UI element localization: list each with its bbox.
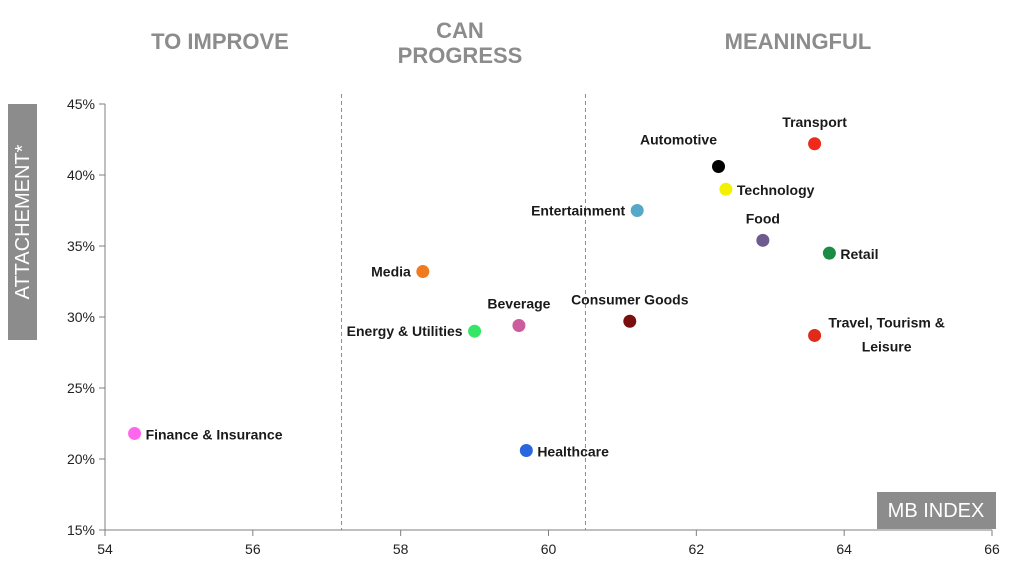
data-point	[808, 137, 822, 151]
data-point	[756, 233, 770, 247]
y-tick-label: 35%	[67, 238, 95, 254]
zone-dividers-group	[341, 94, 586, 530]
x-ticks-group: 54 56 58 60 62 64 66	[97, 530, 1000, 557]
point-label: Retail	[840, 246, 878, 262]
point-label: Consumer Goods	[571, 291, 689, 307]
y-tick-label: 45%	[67, 96, 95, 112]
point-label: Leisure	[862, 338, 912, 354]
data-point	[416, 265, 430, 279]
x-axis-label: MB INDEX	[888, 500, 985, 522]
point-label: Transport	[782, 114, 847, 130]
x-tick-label: 54	[97, 541, 113, 557]
point-label: Entertainment	[531, 203, 625, 219]
point-labels-group: Finance & Insurance Media Energy & Utiliti…	[146, 114, 945, 460]
data-point	[630, 204, 644, 217]
zone-title-meaningful: MEANINGFUL	[725, 29, 872, 54]
x-tick-label: 60	[541, 541, 557, 557]
y-tick-label: 25%	[67, 380, 95, 396]
x-tick-label: 58	[393, 541, 409, 557]
data-point	[468, 324, 482, 338]
x-axis-label-box	[877, 492, 996, 529]
zone-title-can-progress-line2: PROGRESS	[398, 43, 523, 68]
point-label: Technology	[737, 182, 815, 198]
y-tick-label: 40%	[67, 167, 95, 183]
point-label: Healthcare	[537, 443, 609, 459]
y-tick-label: 20%	[67, 451, 95, 467]
point-label: Food	[746, 210, 780, 226]
zone-title-to-improve: TO IMPROVE	[151, 29, 289, 54]
y-tick-label: 15%	[67, 522, 95, 538]
data-point	[822, 246, 836, 260]
data-point	[719, 182, 733, 196]
x-tick-label: 62	[689, 541, 705, 557]
y-ticks-group: 15% 20% 25% 30% 35% 40% 45%	[67, 96, 105, 538]
data-point	[623, 314, 637, 328]
points-group	[128, 137, 836, 457]
data-point	[712, 159, 726, 173]
point-label: Travel, Tourism &	[828, 314, 944, 330]
point-label: Energy & Utilities	[347, 323, 463, 339]
point-label: Automotive	[640, 131, 717, 147]
x-tick-label: 64	[836, 541, 852, 557]
data-point	[512, 319, 526, 333]
y-axis-label: ATTACHEMENT*	[12, 144, 34, 299]
point-label: Finance & Insurance	[146, 426, 283, 442]
point-label: Beverage	[487, 296, 550, 312]
data-point	[808, 328, 822, 342]
y-axis-label-box	[8, 104, 37, 340]
y-tick-label: 30%	[67, 309, 95, 325]
point-label: Media	[371, 264, 411, 280]
x-tick-label: 56	[245, 541, 261, 557]
x-tick-label: 66	[984, 541, 1000, 557]
data-point	[128, 426, 142, 440]
zone-title-can-progress-line1: CAN	[436, 18, 484, 43]
data-point	[519, 443, 533, 457]
